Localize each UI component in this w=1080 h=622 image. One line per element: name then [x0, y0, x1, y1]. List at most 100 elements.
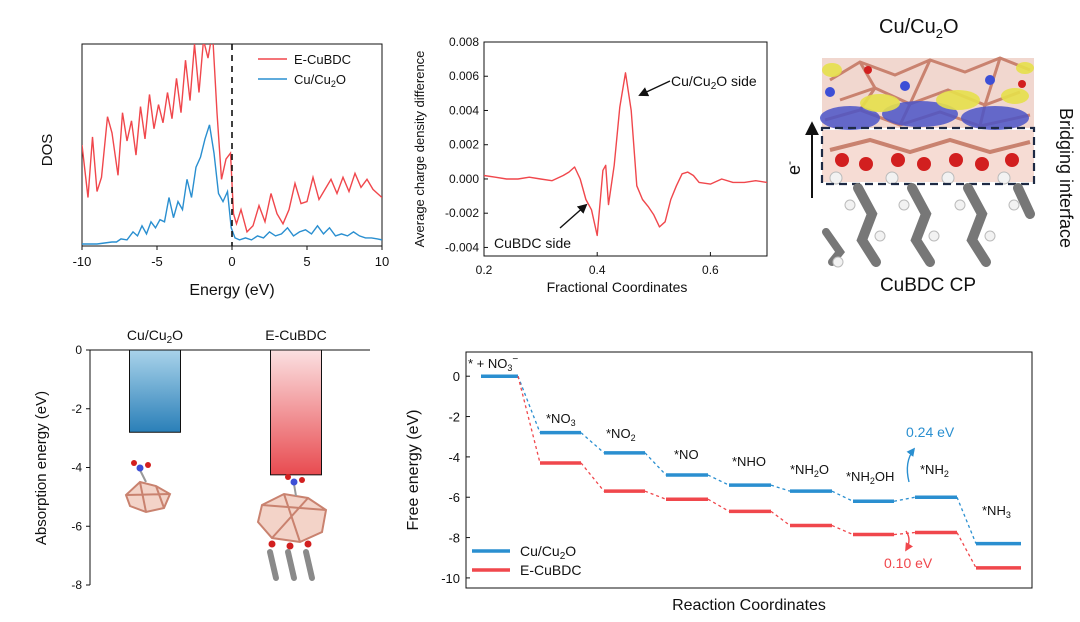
- dos-legend-label-cucu2o: Cu/Cu2O: [294, 72, 346, 89]
- absorption-ytick-label: -6: [71, 519, 82, 533]
- fe-connector-ecubdc: [707, 498, 730, 512]
- fe-connector-cucu2o: [644, 452, 667, 476]
- dos-x-ticks: -10 -5 0 5 10: [73, 246, 389, 269]
- step-label-no3: *NO3: [546, 411, 576, 428]
- dos-legend-label-ecubdc: E-CuBDC: [294, 52, 351, 67]
- charge-ytick-label: 0.006: [449, 69, 479, 83]
- interface-layer: [822, 130, 1034, 185]
- fe-ytick-label: -10: [441, 571, 460, 586]
- dos-xlabel: Energy (eV): [189, 282, 274, 299]
- fe-connector-ecubdc: [770, 510, 791, 526]
- step-label-nho: *NHO: [732, 454, 766, 469]
- fe-connector-cucu2o: [770, 484, 791, 492]
- step-label-nh2: *NH2: [920, 462, 949, 479]
- absorption-ylabel: Absorption energy (eV): [33, 391, 50, 545]
- charge-ytick-label: 0.002: [449, 138, 479, 152]
- fe-connector-ecubdc: [831, 524, 854, 536]
- barrier-arrow-blue: [906, 447, 916, 483]
- charge-annotation-arrow-top: [638, 80, 671, 97]
- absorption-category-cucu2o: Cu/Cu2O: [127, 327, 183, 346]
- bridging-interface-box: [820, 126, 1036, 186]
- charge-series-line: [483, 72, 768, 237]
- fe-ytick-label: -4: [448, 450, 460, 465]
- absorption-ytick-label: -2: [71, 402, 82, 416]
- fe-legend-label-cucu2o: Cu/Cu2O: [520, 543, 576, 562]
- step-label-start: * + NO3−: [468, 354, 518, 373]
- charge-annotation-cucu2o-side: Cu/Cu2O side: [671, 73, 757, 92]
- structure-top-label: Cu/Cu2O: [879, 16, 959, 41]
- structure-bottom-label: CuBDC CP: [880, 275, 976, 296]
- step-label-nh2o: *NH2O: [790, 462, 829, 479]
- absorption-ytick-label: -4: [71, 461, 82, 475]
- charge-ytick-label: 0.008: [449, 35, 479, 49]
- absorption-ytick-label: 0: [75, 343, 82, 357]
- charge-ytick-label: -0.002: [445, 206, 479, 220]
- fe-connector-ecubdc: [580, 462, 605, 492]
- fe-ytick-label: -8: [448, 531, 460, 546]
- dos-ylabel: DOS: [39, 134, 56, 167]
- step-label-no2: *NO2: [606, 426, 636, 443]
- fe-connector-ecubdc: [517, 376, 541, 464]
- charge-ytick-label: -0.004: [445, 240, 479, 254]
- charge-ylabel: Average charge density difference: [412, 51, 427, 248]
- charge-ytick-label: 0.000: [449, 172, 479, 186]
- fe-ytick-label: 0: [453, 369, 460, 384]
- step-label-no: *NO: [674, 447, 699, 462]
- barrier-label-blue: 0.24 eV: [906, 424, 955, 440]
- electron-label: e-: [782, 161, 804, 175]
- structure-side-label: Bridging interface: [1056, 108, 1076, 248]
- step-label-nh3: *NH3: [982, 503, 1011, 520]
- barrier-arrow-red: [905, 530, 914, 552]
- absorption-category-ecubdc: E-CuBDC: [265, 327, 326, 343]
- charge-xlabel: Fractional Coordinates: [547, 279, 688, 295]
- step-label-nh2oh: *NH2OH: [846, 469, 894, 486]
- dos-series-cucu2o: [82, 124, 382, 245]
- absorption-bars: [129, 349, 322, 476]
- dos-series-group: [82, 44, 382, 245]
- fe-connector-cucu2o: [831, 490, 854, 502]
- adsorbate-cluster-ecubdc: [256, 474, 328, 581]
- charge-frame: [483, 41, 768, 257]
- fe-connector-cucu2o: [956, 496, 977, 544]
- cubdc-linkers: [822, 183, 1035, 268]
- fe-ytick-label: -2: [448, 410, 460, 425]
- absorption-bar-ecubdc: [270, 349, 322, 476]
- dos-xtick-label: 0: [228, 254, 235, 269]
- fe-connector-ecubdc: [956, 532, 977, 569]
- free-energy-xlabel: Reaction Coordinates: [672, 597, 826, 614]
- free-energy-ylabel: Free energy (eV): [405, 410, 422, 531]
- free-energy-panel: 0 -2 -4 -6 -8 -10 Reaction Coordinates Free e…: [405, 351, 1033, 614]
- absorption-ytick-label: -8: [71, 578, 82, 592]
- fe-connector-ecubdc: [644, 490, 667, 500]
- fe-connector-cucu2o: [517, 375, 541, 433]
- charge-annotation-cubdc-side: CuBDC side: [494, 235, 571, 251]
- dos-xtick-label: 5: [303, 254, 310, 269]
- dos-xtick-label: -5: [151, 254, 163, 269]
- absorption-panel: 0 -2 -4 -6 -8 Cu/Cu2O E-CuBDC Absorption ene…: [33, 327, 370, 592]
- dos-xtick-label: -10: [73, 254, 92, 269]
- dos-panel: -10 -5 0 5 10 Energy (eV) DOS E-CuBDC Cu/Cu2…: [39, 43, 389, 299]
- charge-xtick-label: 0.6: [702, 263, 719, 277]
- charge-xtick-label: 0.4: [589, 263, 606, 277]
- free-energy-y-ticks: 0 -2 -4 -6 -8 -10: [441, 369, 470, 586]
- charge-xtick-label: 0.2: [476, 263, 493, 277]
- dos-legend: E-CuBDC Cu/Cu2O: [258, 52, 351, 89]
- absorption-y-ticks: 0 -2 -4 -6 -8: [71, 343, 90, 592]
- fe-legend-label-ecubdc: E-CuBDC: [520, 562, 581, 578]
- barrier-label-red: 0.10 eV: [884, 555, 933, 571]
- charge-annotation-arrow-bottom: [559, 203, 588, 229]
- charge-series-group: [483, 72, 768, 237]
- fe-connector-cucu2o: [580, 432, 605, 454]
- absorption-bar-cucu2o: [129, 349, 181, 433]
- charge-density-layer: [820, 62, 1034, 130]
- free-energy-series: [481, 374, 1021, 570]
- structure-panel: Cu/Cu2O: [782, 16, 1076, 296]
- free-energy-legend: Cu/Cu2O E-CuBDC: [472, 543, 581, 578]
- charge-x-ticks: 0.2 0.4 0.6: [476, 252, 719, 277]
- charge-y-ticks: -0.004 -0.002 0.000 0.002 0.004 0.006 0.008: [445, 35, 488, 254]
- fe-connector-cucu2o: [707, 474, 730, 486]
- fe-connector-cucu2o: [893, 496, 916, 502]
- fe-connector-ecubdc: [893, 531, 916, 536]
- dos-series-ecubdc: [82, 44, 382, 234]
